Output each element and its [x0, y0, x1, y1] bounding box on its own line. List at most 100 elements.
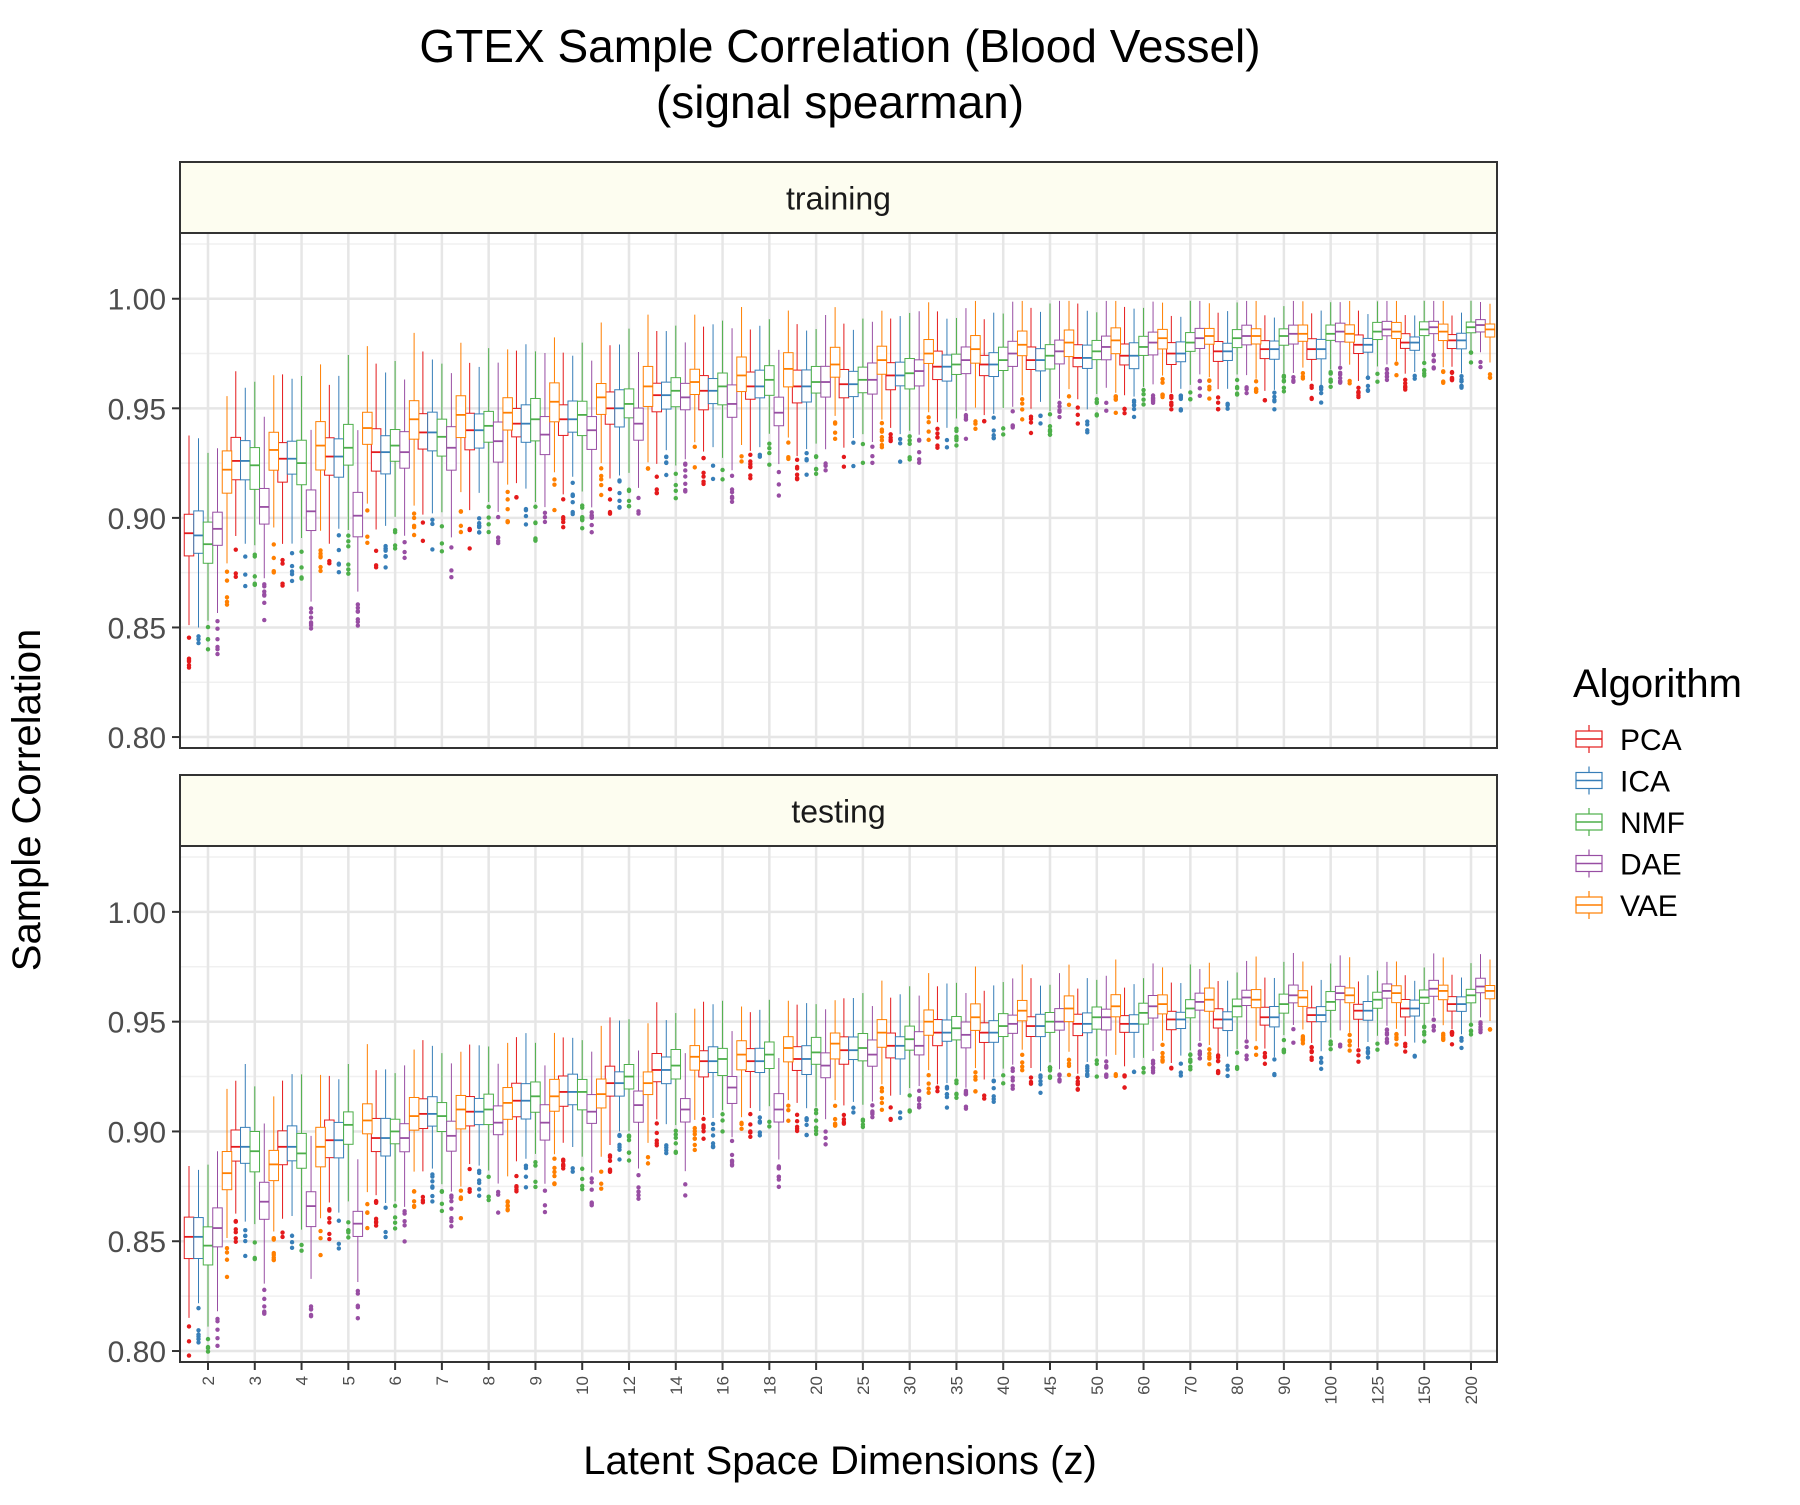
outlier-point [1384, 1027, 1390, 1032]
outlier-point [533, 536, 538, 541]
box-VAE-200 [1484, 959, 1496, 1032]
outlier-point [991, 435, 996, 441]
outlier-point [739, 454, 744, 459]
outlier-point [1291, 374, 1296, 380]
box-body [829, 346, 841, 378]
box-body [259, 1181, 270, 1220]
outlier-point [1066, 1072, 1072, 1078]
outlier-point [907, 441, 912, 447]
outlier-point [1104, 1063, 1109, 1069]
outlier-point [776, 469, 782, 475]
outlier-point [1010, 1086, 1015, 1091]
outlier-point [926, 419, 931, 425]
outlier-point [580, 517, 585, 523]
box-DAE-30 [913, 311, 925, 465]
outlier-point [1394, 361, 1399, 366]
outlier-point [841, 1117, 847, 1122]
outlier-point [813, 1131, 819, 1137]
box-body [1409, 336, 1420, 351]
outlier-point [1403, 1049, 1408, 1054]
box-DAE-3 [259, 416, 270, 623]
outlier-point [1188, 397, 1193, 402]
box-ICA-4 [286, 378, 298, 584]
outlier-point [1104, 1059, 1109, 1064]
outlier-point [1412, 1054, 1417, 1059]
outlier-point [813, 471, 819, 476]
outlier-point [860, 1117, 866, 1122]
box-body [1391, 985, 1402, 1004]
box-body [1269, 340, 1280, 360]
box-VAE-16 [736, 306, 747, 464]
outlier-point [252, 552, 257, 557]
outlier-point [392, 1203, 398, 1209]
outlier-point [776, 1174, 782, 1179]
outlier-point [804, 1132, 809, 1138]
outlier-point [832, 1121, 838, 1126]
outlier-point [944, 437, 950, 443]
outlier-point [1441, 1036, 1446, 1042]
box-ICA-2 [193, 438, 204, 646]
outlier-point [944, 1091, 950, 1097]
box-body [1091, 339, 1103, 361]
outlier-point [720, 477, 725, 482]
outlier-point [1113, 410, 1118, 416]
outlier-point [1057, 400, 1062, 406]
box-body [923, 339, 934, 364]
y-tick-label: 0.80 [108, 1336, 166, 1369]
box-NMF-45 [1044, 303, 1056, 437]
outlier-point [1253, 389, 1259, 395]
outlier-point [1178, 393, 1184, 398]
outlier-point [430, 1179, 435, 1184]
outlier-point [336, 1218, 342, 1223]
outlier-point [916, 457, 922, 462]
outlier-point [1020, 396, 1025, 402]
box-body [427, 1096, 438, 1127]
outlier-point [365, 534, 370, 539]
outlier-point [935, 1085, 940, 1090]
outlier-point [299, 1242, 304, 1248]
box-NMF-3 [249, 1086, 261, 1262]
outlier-point [1197, 393, 1203, 398]
outlier-point [786, 440, 791, 445]
box-ICA-5 [333, 1079, 345, 1251]
outlier-point [1047, 1074, 1053, 1079]
outlier-point [271, 1252, 276, 1258]
outlier-point [1104, 1072, 1109, 1077]
outlier-point [533, 1184, 538, 1190]
outlier-point [1075, 1075, 1080, 1081]
outlier-point [552, 507, 557, 513]
outlier-point [1131, 406, 1137, 412]
box-VAE-18 [783, 310, 794, 462]
outlier-point [1244, 1056, 1249, 1062]
outlier-point [1141, 402, 1146, 407]
outlier-point [813, 1107, 819, 1113]
outlier-point [289, 1245, 295, 1251]
box-DAE-20 [820, 1009, 831, 1147]
box-PCA-35 [932, 311, 943, 450]
outlier-point [1318, 1066, 1324, 1072]
box-body [333, 438, 345, 478]
box-VAE-14 [689, 314, 701, 470]
outlier-point [1337, 1044, 1343, 1049]
outlier-point [449, 1198, 454, 1204]
outlier-point [991, 1099, 996, 1104]
outlier-point [411, 532, 417, 538]
box-PCA-60 [1119, 987, 1130, 1090]
box-ICA-60 [1128, 984, 1140, 1075]
outlier-point [860, 460, 866, 466]
box-VAE-40 [1016, 964, 1028, 1073]
outlier-point [1347, 381, 1352, 386]
x-tick-label: 3 [246, 1376, 265, 1385]
outlier-point [355, 623, 361, 628]
outlier-point [1141, 1065, 1146, 1071]
box-body [604, 1065, 616, 1097]
outlier-point [1468, 1022, 1474, 1027]
outlier-point [879, 1095, 885, 1101]
outlier-point [1459, 374, 1464, 379]
outlier-point [813, 1125, 819, 1130]
outlier-point [420, 1200, 426, 1205]
outlier-point [589, 513, 594, 518]
outlier-point [533, 504, 538, 509]
legend-item-VAE: VAE [1575, 890, 1678, 923]
outlier-point [1150, 400, 1156, 406]
